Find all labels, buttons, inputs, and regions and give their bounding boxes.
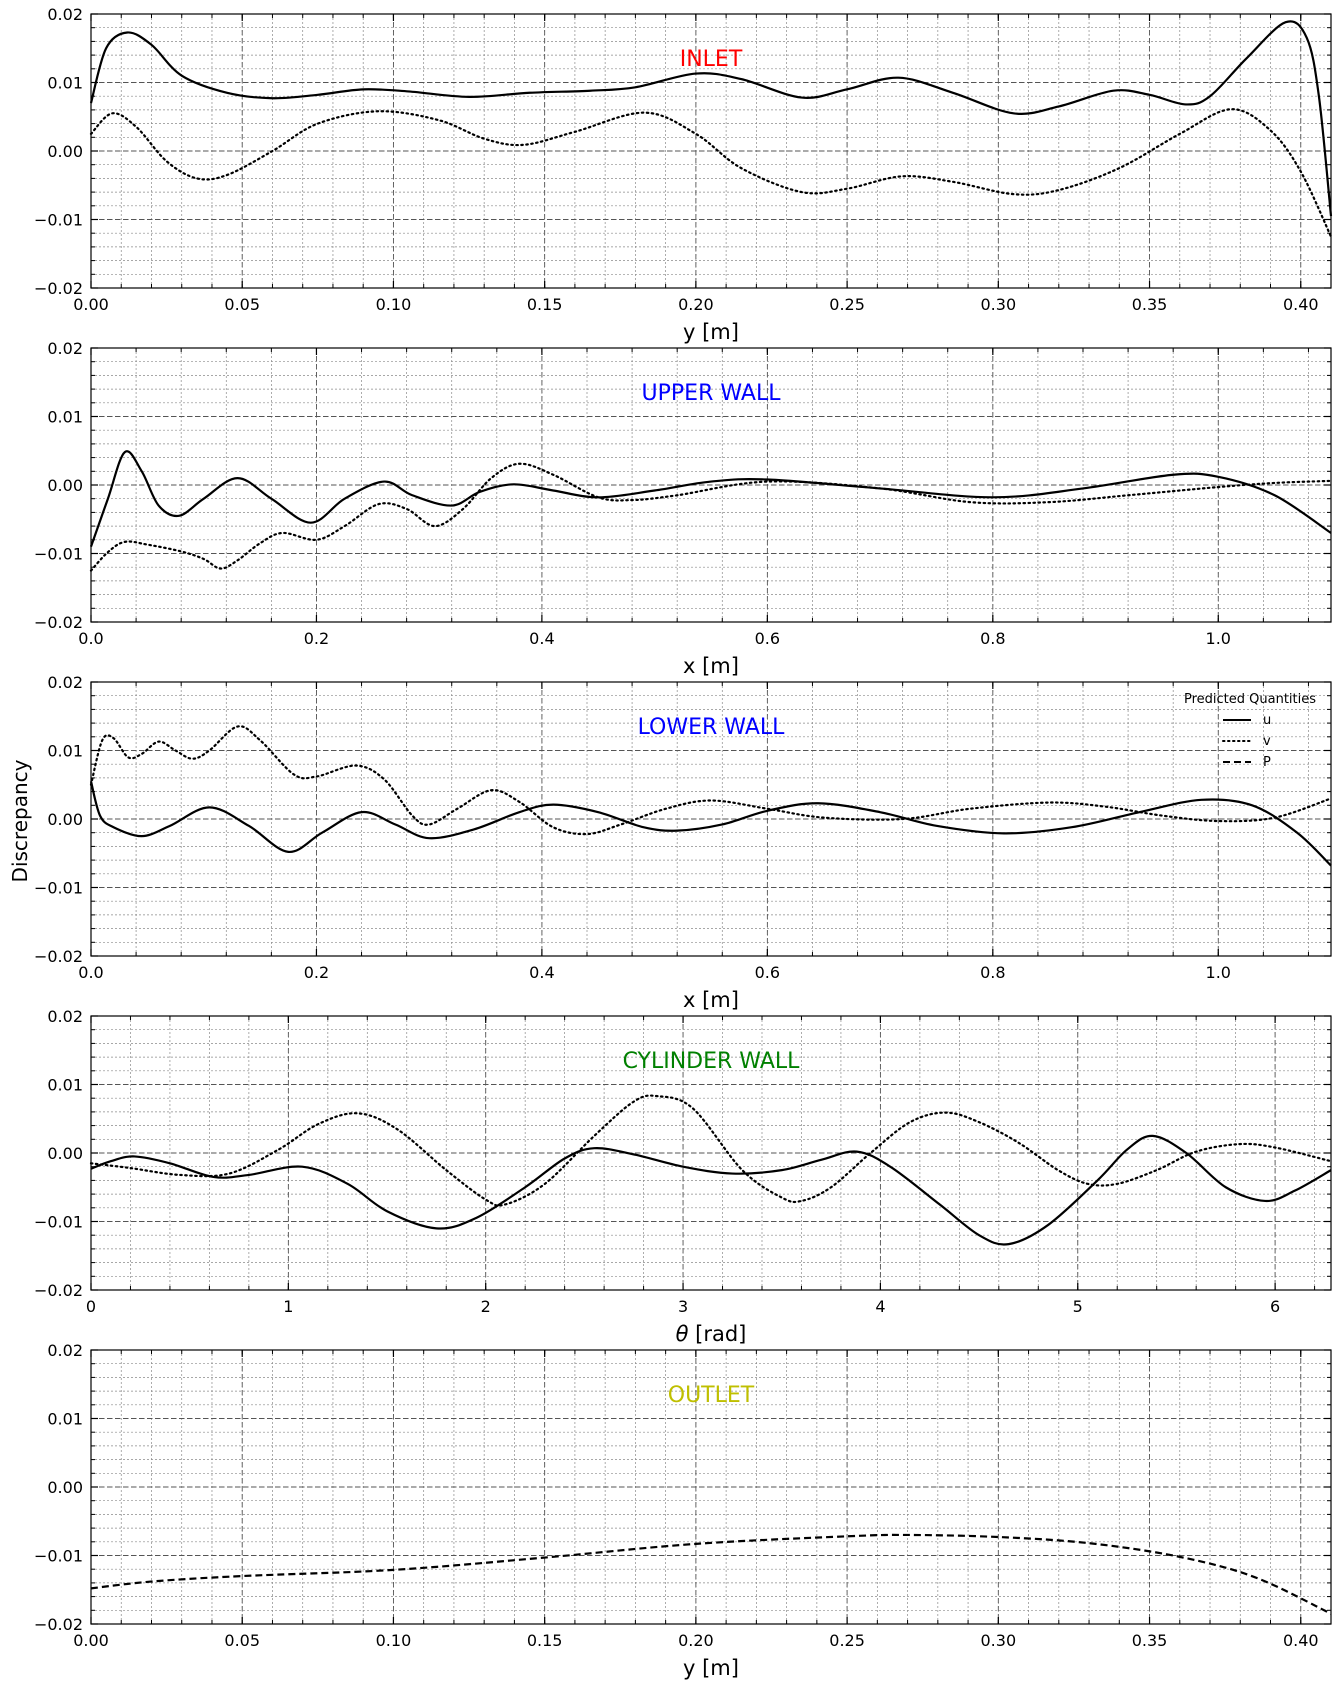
x-tick-label: 0.35: [1132, 1631, 1168, 1650]
subplot-upper-wall: 0.0 0.2 0.4 0.6 0.8 1.0 −0.02 −0.01 0.00 0.01 0.02…: [34, 339, 1333, 678]
x-tick-label: 0.30: [981, 295, 1017, 314]
subplot-title: OUTLET: [668, 1383, 755, 1408]
y-tick-label: −0.02: [34, 947, 83, 966]
x-tick-label: 0.4: [529, 963, 554, 982]
series-line-u: [89, 781, 1332, 867]
y-tick-label: 0.00: [47, 1478, 83, 1497]
series-line-u: [89, 450, 1332, 548]
x-tick-label: 0.10: [376, 1631, 412, 1650]
y-tick-label: 0.01: [47, 742, 83, 761]
x-axis-label: x [m]: [683, 654, 739, 678]
subplot-title: LOWER WALL: [638, 715, 786, 740]
y-tick-label: −0.01: [34, 1213, 83, 1232]
y-tick-label: 0.00: [47, 1144, 83, 1163]
x-tick-label: 0.15: [527, 295, 563, 314]
x-tick-label: 4: [875, 1297, 885, 1316]
y-tick-label: −0.02: [34, 279, 83, 298]
y-tick-label: −0.02: [34, 1615, 83, 1634]
x-axis-label: y [m]: [683, 320, 739, 344]
x-tick-label: 2: [481, 1297, 491, 1316]
legend-title: Predicted Quantities: [1184, 692, 1316, 707]
x-tick-label: 0.8: [980, 629, 1005, 648]
x-tick-label: 5: [1073, 1297, 1083, 1316]
series-line-v: [89, 725, 1333, 836]
y-tick-label: −0.01: [34, 1547, 83, 1566]
x-tick-label: 0.15: [527, 1631, 563, 1650]
x-tick-label: 0.10: [376, 295, 412, 314]
series-line-v: [89, 1094, 1333, 1207]
x-tick-label: 6: [1270, 1297, 1280, 1316]
y-tick-label: 0.01: [47, 408, 83, 427]
x-tick-label: 1: [283, 1297, 293, 1316]
x-tick-label: 0.40: [1283, 295, 1319, 314]
subplot-title: UPPER WALL: [642, 381, 782, 406]
x-tick-label: 0.8: [980, 963, 1005, 982]
x-tick-label: 0.05: [224, 1631, 260, 1650]
x-axis-label-symbol: θ: [676, 1322, 696, 1346]
y-tick-label: −0.01: [34, 211, 83, 230]
x-axis-label: y [m]: [683, 1656, 739, 1680]
x-tick-label: 3: [678, 1297, 688, 1316]
subplot-cylinder-wall: 0 1 2 3 4 5 6 −0.02 −0.01 0.00 0.01 0.02 θ [rad] CYLI…: [34, 1007, 1333, 1346]
x-tick-label: 0.0: [78, 629, 103, 648]
x-tick-label: 0.40: [1283, 1631, 1319, 1650]
y-tick-label: 0.00: [47, 810, 83, 829]
series-line-v: [89, 462, 1333, 572]
y-tick-label: 0.02: [47, 339, 83, 358]
x-tick-label: 0: [86, 1297, 96, 1316]
y-tick-label: −0.02: [34, 613, 83, 632]
y-tick-label: 0.00: [47, 142, 83, 161]
subplot-title: CYLINDER WALL: [623, 1049, 801, 1074]
y-tick-label: 0.01: [47, 1410, 83, 1429]
legend-label-p: P: [1263, 755, 1271, 770]
y-tick-label: 0.02: [47, 1007, 83, 1026]
x-tick-label: 0.0: [78, 963, 103, 982]
series-line-v: [89, 108, 1333, 238]
x-tick-label: 0.00: [73, 295, 109, 314]
y-tick-label: 0.02: [47, 1341, 83, 1360]
x-axis-label: x [m]: [683, 988, 739, 1012]
subplot-outlet: 0.00 0.05 0.10 0.15 0.20 0.25 0.30 0.35 0.40 −0.0…: [34, 1341, 1332, 1680]
x-tick-label: 0.00: [73, 1631, 109, 1650]
x-tick-label: 0.25: [829, 1631, 865, 1650]
x-tick-label: 0.2: [304, 963, 329, 982]
y-tick-label: −0.01: [34, 879, 83, 898]
series-line-u: [89, 20, 1333, 217]
subplot-title: INLET: [680, 47, 743, 72]
series-line-u: [90, 1134, 1332, 1246]
x-tick-label: 0.6: [755, 963, 780, 982]
legend-label-u: u: [1263, 713, 1271, 728]
series-line-p: [90, 1533, 1332, 1615]
x-tick-label: 0.35: [1132, 295, 1168, 314]
x-axis-label: θ [rad]: [676, 1322, 747, 1346]
x-tick-label: 0.6: [755, 629, 780, 648]
y-tick-label: 0.02: [47, 5, 83, 24]
x-tick-label: 0.2: [304, 629, 329, 648]
y-tick-label: 0.01: [47, 74, 83, 93]
subplot-inlet: 0.00 0.05 0.10 0.15 0.20 0.25 0.30 0.35 0.40 −0.0…: [34, 5, 1333, 344]
y-tick-label: 0.02: [47, 673, 83, 692]
x-tick-label: 0.30: [981, 1631, 1017, 1650]
x-tick-label: 1.0: [1206, 629, 1231, 648]
y-tick-label: 0.00: [47, 476, 83, 495]
x-tick-label: 0.20: [678, 1631, 714, 1650]
y-tick-label: −0.01: [34, 545, 83, 564]
x-tick-label: 0.20: [678, 295, 714, 314]
shared-ylabel: Discrepancy: [8, 759, 32, 882]
subplot-lower-wall: 0.0 0.2 0.4 0.6 0.8 1.0 −0.02 −0.01 0.00 0.01 0.02…: [34, 673, 1333, 1012]
x-axis-label-unit: [rad]: [695, 1322, 746, 1346]
x-tick-label: 0.25: [829, 295, 865, 314]
x-tick-label: 1.0: [1206, 963, 1231, 982]
x-tick-label: 0.4: [529, 629, 554, 648]
y-tick-label: 0.01: [47, 1076, 83, 1095]
y-tick-label: −0.02: [34, 1281, 83, 1300]
x-tick-label: 0.05: [224, 295, 260, 314]
legend-label-v: v: [1263, 734, 1271, 749]
